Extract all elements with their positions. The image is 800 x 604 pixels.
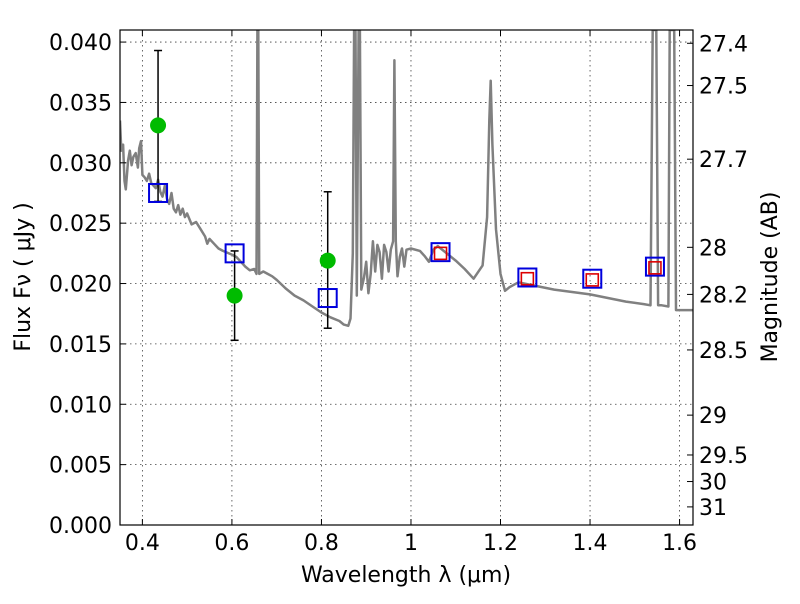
y-tick-label: 0.000 — [49, 514, 112, 539]
grid-lines — [120, 30, 693, 526]
y-axis-label: Flux Fν ( μJy ) — [11, 202, 36, 351]
right-tick-label: 27.4 — [699, 32, 748, 57]
x-tick-label: 0.6 — [214, 531, 249, 556]
plot-frame — [119, 29, 694, 526]
x-axis-label: Wavelength λ (μm) — [301, 563, 511, 588]
y-tick-label: 0.020 — [49, 273, 112, 298]
blue-square-marker — [317, 288, 338, 309]
blue-square-marker — [582, 268, 603, 289]
blue-square-marker — [644, 256, 665, 277]
right-tick-label: 27.5 — [699, 75, 748, 100]
x-tick-label: 1.4 — [573, 531, 608, 556]
y-tick-label: 0.025 — [49, 212, 112, 237]
y-tick-label: 0.015 — [49, 333, 112, 358]
y-tick-label: 0.030 — [49, 152, 112, 177]
red-square-marker — [433, 246, 448, 261]
blue-square-marker — [430, 242, 451, 263]
green-data-point — [226, 287, 243, 304]
right-tick-label: 28.2 — [699, 283, 748, 308]
y-tick-label: 0.005 — [49, 454, 112, 479]
right-tick-label: 30 — [699, 471, 727, 496]
axis-ticks: 0.4 0.6 0.8 1 1.2 1.4 1.6 0.000 0.005 0.010 0.015 0… — [49, 30, 748, 556]
red-square-marker — [520, 271, 535, 286]
plot-area — [120, 30, 693, 342]
green-data-point — [150, 117, 167, 134]
y-tick-label: 0.010 — [49, 393, 112, 418]
green-data-point — [319, 252, 336, 269]
right-tick-label: 28.5 — [699, 339, 748, 364]
right-tick-label: 28 — [699, 236, 727, 261]
red-square-marker — [648, 261, 662, 275]
y-tick-label: 0.040 — [49, 31, 112, 56]
x-tick-label: 1 — [404, 531, 418, 556]
red-square-marker — [585, 273, 600, 287]
right-axis-label: Magnitude (AB) — [758, 192, 783, 363]
model-spectrum-line — [120, 30, 693, 328]
x-tick-label: 1.2 — [483, 531, 518, 556]
x-tick-label: 0.8 — [304, 531, 339, 556]
blue-square-marker — [224, 243, 245, 264]
x-tick-label: 1.6 — [662, 531, 697, 556]
y-tick-label: 0.035 — [49, 91, 112, 116]
right-tick-label: 31 — [699, 496, 727, 521]
right-tick-label: 29.5 — [699, 444, 748, 469]
blue-square-marker — [148, 182, 169, 203]
blue-square-marker — [517, 267, 538, 288]
right-tick-label: 27.7 — [699, 148, 748, 173]
x-tick-label: 0.4 — [125, 531, 160, 556]
right-tick-label: 29 — [699, 404, 727, 429]
